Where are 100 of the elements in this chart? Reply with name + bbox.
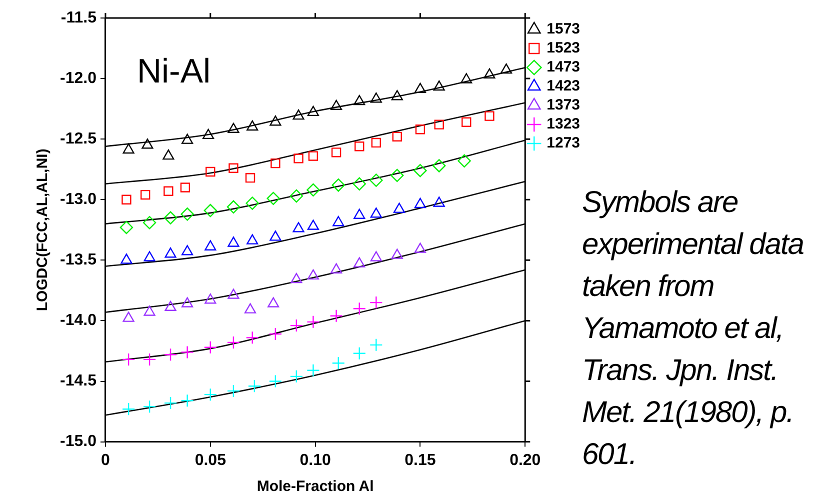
- point: [332, 178, 345, 192]
- point: [246, 196, 259, 210]
- point: [244, 303, 256, 314]
- point: [433, 80, 445, 91]
- y-tick-label: -12.0: [60, 70, 97, 87]
- point: [460, 73, 472, 84]
- point: [352, 302, 366, 316]
- point: [434, 120, 444, 130]
- point: [120, 254, 132, 264]
- point: [122, 402, 136, 416]
- point: [330, 100, 342, 110]
- point: [332, 216, 344, 226]
- point: [180, 346, 194, 359]
- point: [182, 134, 194, 144]
- x-tick-label: 0.20: [510, 452, 541, 469]
- point: [306, 364, 320, 377]
- point: [371, 138, 381, 148]
- point: [354, 208, 366, 219]
- point: [290, 370, 304, 384]
- point: [142, 400, 156, 414]
- point: [204, 388, 217, 402]
- point: [142, 352, 156, 366]
- point: [330, 263, 342, 274]
- point: [332, 356, 345, 370]
- point: [308, 151, 318, 161]
- point: [354, 142, 364, 152]
- legend-label: 1523: [546, 40, 580, 57]
- point: [206, 166, 216, 177]
- point: [180, 182, 190, 192]
- point: [204, 204, 217, 218]
- y-tick-label: -13.0: [60, 191, 97, 208]
- point: [354, 257, 366, 268]
- point: [484, 68, 496, 79]
- point: [122, 194, 132, 204]
- point: [268, 374, 282, 388]
- y-tick-label: -12.5: [60, 130, 97, 148]
- point: [228, 122, 240, 133]
- point: [268, 297, 280, 308]
- point: [270, 116, 282, 126]
- point: [415, 124, 426, 134]
- point: [142, 138, 154, 149]
- legend-label: 1423: [546, 78, 580, 95]
- x-tick-label: 0.15: [404, 452, 436, 469]
- point: [307, 220, 319, 230]
- point: [164, 248, 176, 258]
- point: [306, 183, 320, 197]
- point: [292, 109, 304, 120]
- point: [414, 164, 427, 178]
- point: [162, 149, 174, 160]
- x-tick-label: 0: [101, 452, 110, 469]
- point: [370, 92, 382, 103]
- point: [500, 63, 512, 74]
- point: [290, 189, 304, 203]
- point: [307, 269, 319, 280]
- point: [414, 242, 426, 253]
- point: [290, 318, 304, 332]
- x-tick-label: 0.05: [194, 452, 226, 469]
- point: [164, 186, 174, 196]
- point: [306, 315, 320, 329]
- point: [268, 327, 282, 341]
- point: [180, 394, 194, 408]
- point: [246, 234, 258, 244]
- point: [164, 300, 176, 311]
- point: [142, 216, 156, 230]
- point: [391, 248, 403, 259]
- point: [226, 336, 240, 350]
- point: [370, 174, 383, 187]
- point: [393, 202, 406, 213]
- point: [246, 120, 258, 131]
- point: [370, 208, 382, 218]
- point: [246, 331, 259, 344]
- point: [182, 245, 194, 256]
- point: [414, 198, 426, 208]
- point: [270, 158, 280, 168]
- point: [228, 163, 238, 173]
- point: [164, 211, 178, 224]
- point: [392, 132, 402, 142]
- point: [354, 94, 366, 106]
- y-tick-label: -11.5: [60, 9, 97, 26]
- point: [330, 309, 343, 322]
- point: [370, 251, 382, 262]
- point: [294, 154, 304, 164]
- point: [226, 200, 240, 214]
- y-tick-label: -14.0: [60, 312, 97, 330]
- point: [352, 346, 366, 360]
- point: [433, 196, 445, 207]
- y-tick-label: -13.5: [60, 252, 97, 269]
- point: [122, 352, 136, 366]
- point: [164, 396, 178, 410]
- point: [290, 272, 302, 284]
- legend-label: 1323: [546, 116, 580, 133]
- text: Symbols are experimental data taken from Yamamoto et al, Trans. Jpn. Inst. Met. 21(1980), p. 601.: [582, 185, 804, 473]
- point: [204, 340, 217, 354]
- point: [182, 297, 194, 308]
- point: [164, 348, 178, 362]
- point: [352, 177, 366, 190]
- text: Ni-Al: [136, 52, 211, 90]
- point: [270, 230, 282, 241]
- point: [144, 306, 156, 316]
- point: [204, 294, 216, 304]
